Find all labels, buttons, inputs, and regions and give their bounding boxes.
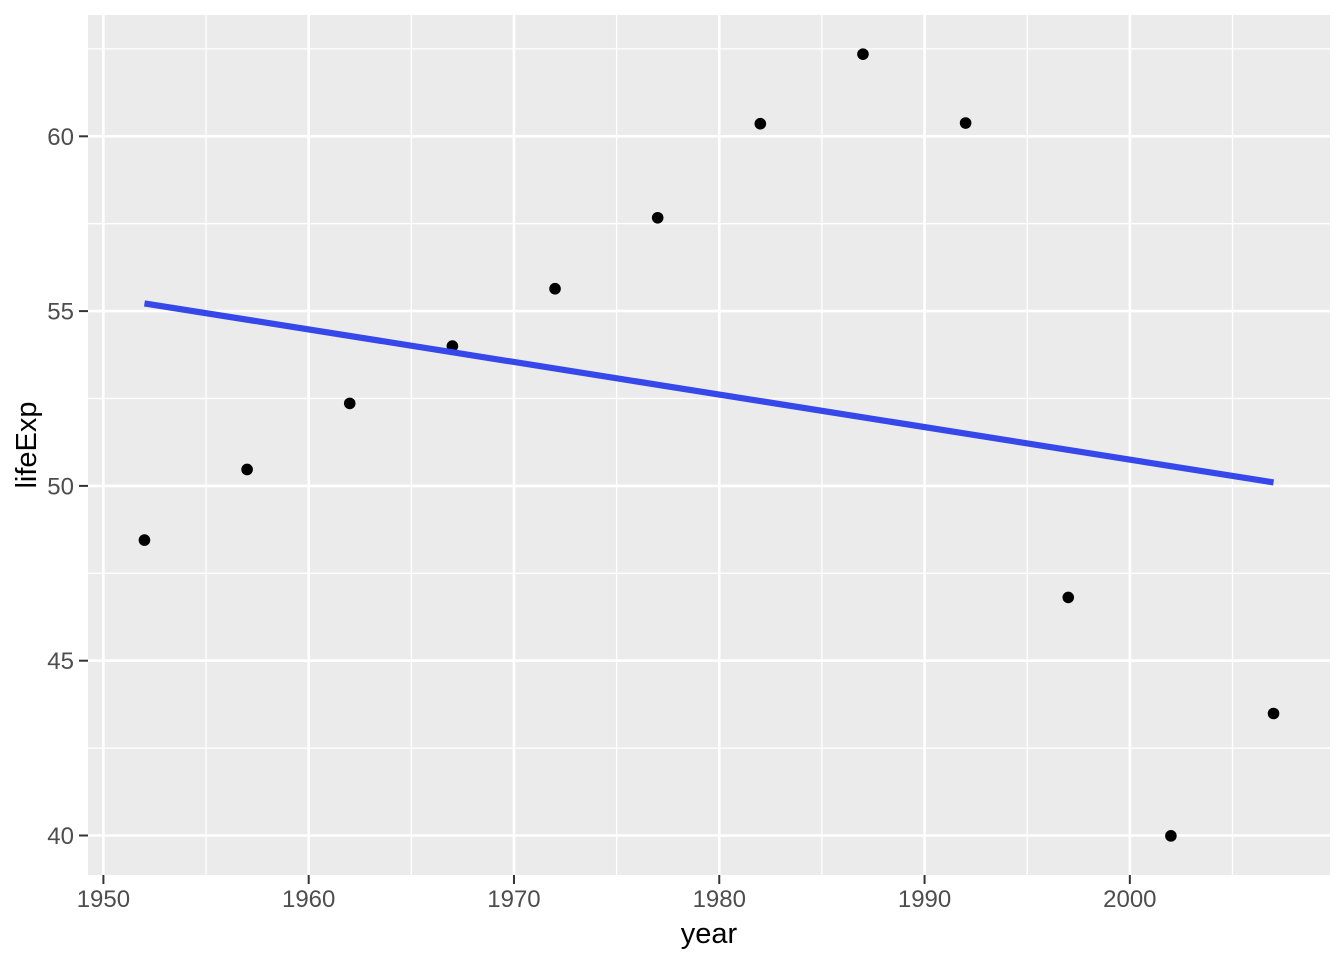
data-point	[857, 48, 869, 60]
y-axis-title: lifeExp	[11, 401, 43, 488]
data-point	[1267, 707, 1280, 720]
data-point	[241, 463, 253, 476]
data-point	[138, 534, 151, 546]
data-point	[1165, 830, 1177, 842]
axis-tick-labels: 1950 1960 1970 1980 1990 2000 40 45 50 55 60	[47, 124, 1156, 913]
data-layer	[138, 48, 1280, 842]
y-tick-label: 55	[47, 299, 74, 326]
x-tick-label: 1970	[487, 886, 540, 913]
plot-panel	[88, 15, 1330, 875]
x-tick-label: 1950	[77, 886, 130, 913]
y-tick-label: 40	[47, 823, 74, 850]
data-point	[959, 117, 972, 129]
gridlines	[88, 15, 1330, 875]
trend-line	[143, 300, 1275, 486]
data-point	[754, 117, 767, 130]
data-point	[1062, 591, 1075, 604]
y-tick-label: 45	[47, 648, 74, 675]
x-tick-label: 2000	[1103, 886, 1156, 913]
x-tick-label: 1990	[898, 886, 951, 913]
panel-background	[88, 15, 1330, 875]
x-tick-label: 1980	[693, 886, 746, 913]
y-tick-label: 60	[47, 124, 74, 151]
axis-ticks	[79, 135, 1131, 884]
data-point	[651, 211, 664, 224]
x-tick-label: 1960	[282, 886, 335, 913]
x-axis-title: year	[681, 918, 738, 950]
data-point	[343, 397, 356, 410]
y-tick-label: 50	[47, 473, 74, 500]
data-point	[549, 282, 561, 295]
